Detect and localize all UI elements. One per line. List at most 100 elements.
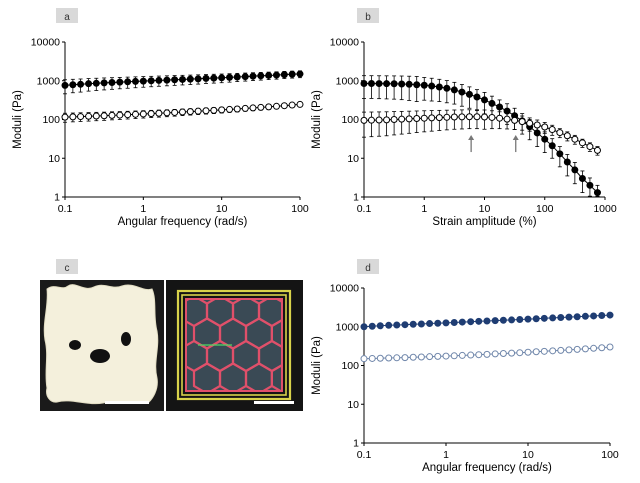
marker-arrowhead	[512, 135, 519, 140]
y-axis-label: Moduli (Pa)	[311, 90, 323, 149]
data-point	[557, 346, 565, 354]
data-point	[360, 355, 368, 363]
data-point	[473, 113, 481, 121]
data-point	[241, 73, 249, 81]
y-tick-label: 1000	[336, 321, 360, 333]
data-point	[124, 111, 132, 119]
data-point	[85, 80, 93, 88]
y-tick-label: 100	[341, 360, 359, 372]
data-point	[428, 82, 436, 90]
x-axis-label: Angular frequency (rad/s)	[422, 462, 552, 474]
data-point	[581, 312, 589, 320]
panel-label-c: c	[56, 259, 78, 274]
data-point	[257, 103, 265, 111]
data-point	[272, 102, 280, 110]
data-point	[155, 109, 163, 117]
data-point	[563, 158, 571, 166]
y-tick-label: 10	[48, 153, 60, 165]
data-point	[233, 105, 241, 113]
data-point	[218, 74, 226, 82]
x-tick-label: 1	[443, 449, 449, 461]
data-point	[590, 344, 598, 352]
data-point	[202, 107, 210, 115]
photo-scale-bar	[105, 401, 149, 404]
y-tick-label: 1	[353, 192, 359, 204]
data-point	[116, 111, 124, 119]
series-1	[360, 343, 614, 363]
data-point	[434, 319, 442, 327]
data-point	[499, 350, 507, 358]
data-point	[69, 81, 77, 89]
panel-label-b: b	[357, 8, 379, 23]
data-point	[571, 166, 579, 174]
data-point	[178, 75, 186, 83]
data-point	[557, 314, 565, 322]
y-tick-label: 10000	[330, 37, 359, 49]
render-scale-bar	[254, 401, 294, 404]
data-point	[100, 112, 108, 120]
data-point	[108, 111, 116, 119]
data-point	[428, 114, 436, 122]
data-point	[442, 352, 450, 360]
data-point	[139, 110, 147, 118]
data-point	[593, 146, 601, 154]
data-point	[131, 77, 139, 85]
data-point	[375, 80, 383, 88]
data-point	[163, 76, 171, 84]
data-point	[573, 345, 581, 353]
svg-text:d: d	[365, 263, 371, 274]
data-point	[540, 347, 548, 355]
data-point	[549, 347, 557, 355]
data-point	[194, 107, 202, 115]
data-point	[131, 110, 139, 118]
data-point	[586, 181, 594, 189]
data-point	[398, 80, 406, 88]
x-tick-label: 1	[140, 203, 146, 215]
data-point	[541, 123, 549, 131]
data-point	[458, 113, 466, 121]
gel-hole-left	[69, 340, 81, 350]
data-point	[571, 135, 579, 143]
data-point	[390, 116, 398, 123]
data-point	[376, 354, 384, 362]
series-0	[360, 311, 614, 331]
data-point	[516, 349, 524, 357]
data-point	[593, 189, 601, 197]
y-tick-label: 1000	[336, 75, 360, 87]
data-point	[481, 113, 488, 121]
data-point	[511, 116, 519, 124]
honeycomb-lattice	[187, 300, 281, 390]
data-point	[108, 79, 116, 87]
data-point	[443, 113, 451, 121]
x-axis-label: Angular frequency (rad/s)	[118, 216, 248, 228]
data-point	[475, 351, 483, 359]
data-point	[606, 311, 614, 319]
data-point	[171, 76, 179, 84]
data-point	[257, 72, 265, 80]
data-point	[226, 73, 234, 81]
data-point	[398, 115, 406, 123]
data-point	[426, 320, 434, 328]
data-point	[147, 110, 155, 118]
data-point	[465, 90, 473, 98]
data-point	[590, 312, 598, 320]
data-point	[465, 113, 473, 121]
y-tick-label: 10	[347, 399, 359, 411]
data-point	[443, 84, 451, 92]
data-point	[218, 106, 226, 114]
data-point	[280, 71, 288, 79]
data-point	[420, 114, 428, 122]
x-axis-label: Strain amplitude (%)	[432, 216, 536, 228]
data-point	[573, 313, 581, 321]
y-tick-label: 100	[341, 114, 359, 126]
data-point	[226, 105, 234, 113]
data-point	[467, 351, 475, 359]
series-0	[360, 75, 601, 197]
x-tick-label: 1000	[593, 203, 617, 215]
y-tick-label: 10000	[330, 283, 359, 295]
gel-hole-right	[121, 332, 131, 346]
gel-sheet	[43, 284, 159, 405]
data-point	[241, 104, 249, 112]
marker-arrowhead	[468, 135, 475, 140]
data-point	[491, 350, 499, 358]
